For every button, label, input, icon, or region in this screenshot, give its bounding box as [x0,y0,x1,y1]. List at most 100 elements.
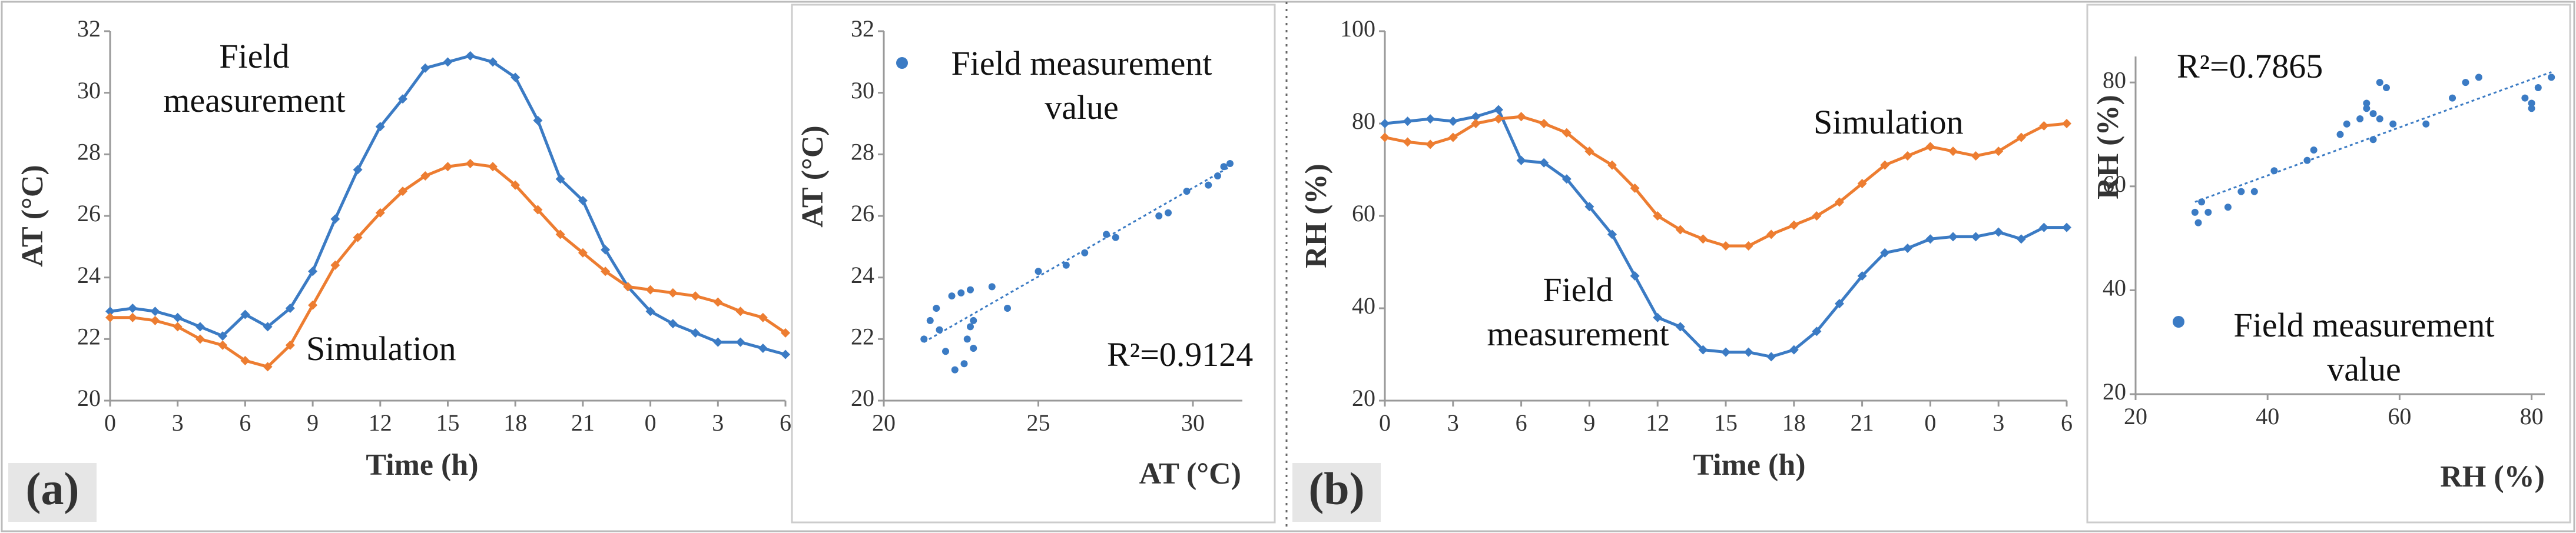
x-tick-label: 18 [503,409,527,436]
point [2191,208,2199,216]
marker [330,214,340,224]
marker [195,334,205,344]
marker [1812,327,1822,337]
point [1062,261,1070,269]
marker [578,248,588,258]
point [957,289,965,297]
point [2250,188,2258,195]
marker [2039,222,2049,232]
x-tick-label: 3 [172,409,184,436]
marker [308,266,318,277]
marker [443,57,453,67]
marker [1994,146,2004,156]
point [2270,167,2278,175]
point [1165,209,1172,216]
marker [1857,179,1867,189]
point [942,348,949,355]
x-axis-label: AT (°C) [1139,457,1241,491]
marker [691,328,701,338]
x-tick-label: 12 [369,409,392,436]
marker [691,291,701,301]
marker [645,307,655,317]
point [2224,204,2232,211]
point [2363,99,2371,107]
point [1035,268,1042,275]
marker [781,349,790,359]
marker [1607,160,1617,170]
x-tick-label: 25 [1027,409,1050,436]
x-tick-label: 3 [712,409,724,436]
marker [1766,229,1776,239]
marker [781,328,790,338]
marker [105,312,115,322]
y-axis-label: AT (°C) [16,165,49,266]
point [2369,136,2377,144]
point [2369,110,2377,118]
marker [218,331,228,341]
marker [1789,220,1799,230]
marker [263,322,273,332]
marker [645,285,655,295]
point [936,326,943,334]
inset-frame [791,4,1276,524]
marker [1425,114,1435,124]
point [967,286,974,294]
series-annotation: Field measurement [1487,271,1669,354]
marker [1539,158,1549,168]
point [2389,120,2397,128]
point [1205,181,1212,189]
point [1112,234,1119,241]
marker [758,312,768,322]
marker [1653,211,1663,221]
x-tick-label: 6 [1516,409,1527,436]
point [2198,198,2206,206]
x-tick-label: 0 [104,409,116,436]
marker [1584,146,1594,156]
marker [1607,229,1617,239]
marker [263,362,273,372]
marker [1471,119,1481,128]
marker [555,174,565,184]
y-tick-label: 40 [1352,292,1375,319]
y-tick-label: 60 [2103,171,2126,197]
marker [1766,352,1776,362]
marker [1539,119,1549,128]
x-tick-label: 15 [436,409,460,436]
marker [465,51,475,61]
x-tick-label: 9 [1583,409,1595,436]
marker [1835,197,1844,207]
y-axis-label: AT (°C) [796,125,830,227]
point [1155,212,1163,219]
point [1214,172,1221,179]
marker [240,309,250,319]
marker [735,337,745,347]
point [970,345,977,352]
point [970,317,977,324]
marker [1630,271,1640,281]
marker [173,312,183,322]
point [2204,208,2212,216]
point [1004,305,1011,312]
marker [1561,128,1572,138]
marker [285,340,295,350]
marker [195,322,205,332]
marker [510,180,520,190]
marker [668,288,678,298]
series-annotation: Simulation [1814,103,1964,141]
marker [1948,232,1958,242]
x-tick-label: 3 [1447,409,1459,436]
marker [1516,112,1526,122]
marker [1902,243,1912,253]
marker [128,304,138,313]
marker [308,300,318,310]
marker [623,282,633,292]
point [2376,79,2383,86]
y-tick-label: 22 [77,324,101,350]
x-tick-label: 15 [1714,409,1738,436]
marker [353,165,363,175]
marker [533,115,543,125]
marker [488,57,498,67]
legend-label: Field measurement value [2233,306,2495,389]
x-tick-label: 3 [1992,409,2004,436]
marker [1675,322,1685,332]
